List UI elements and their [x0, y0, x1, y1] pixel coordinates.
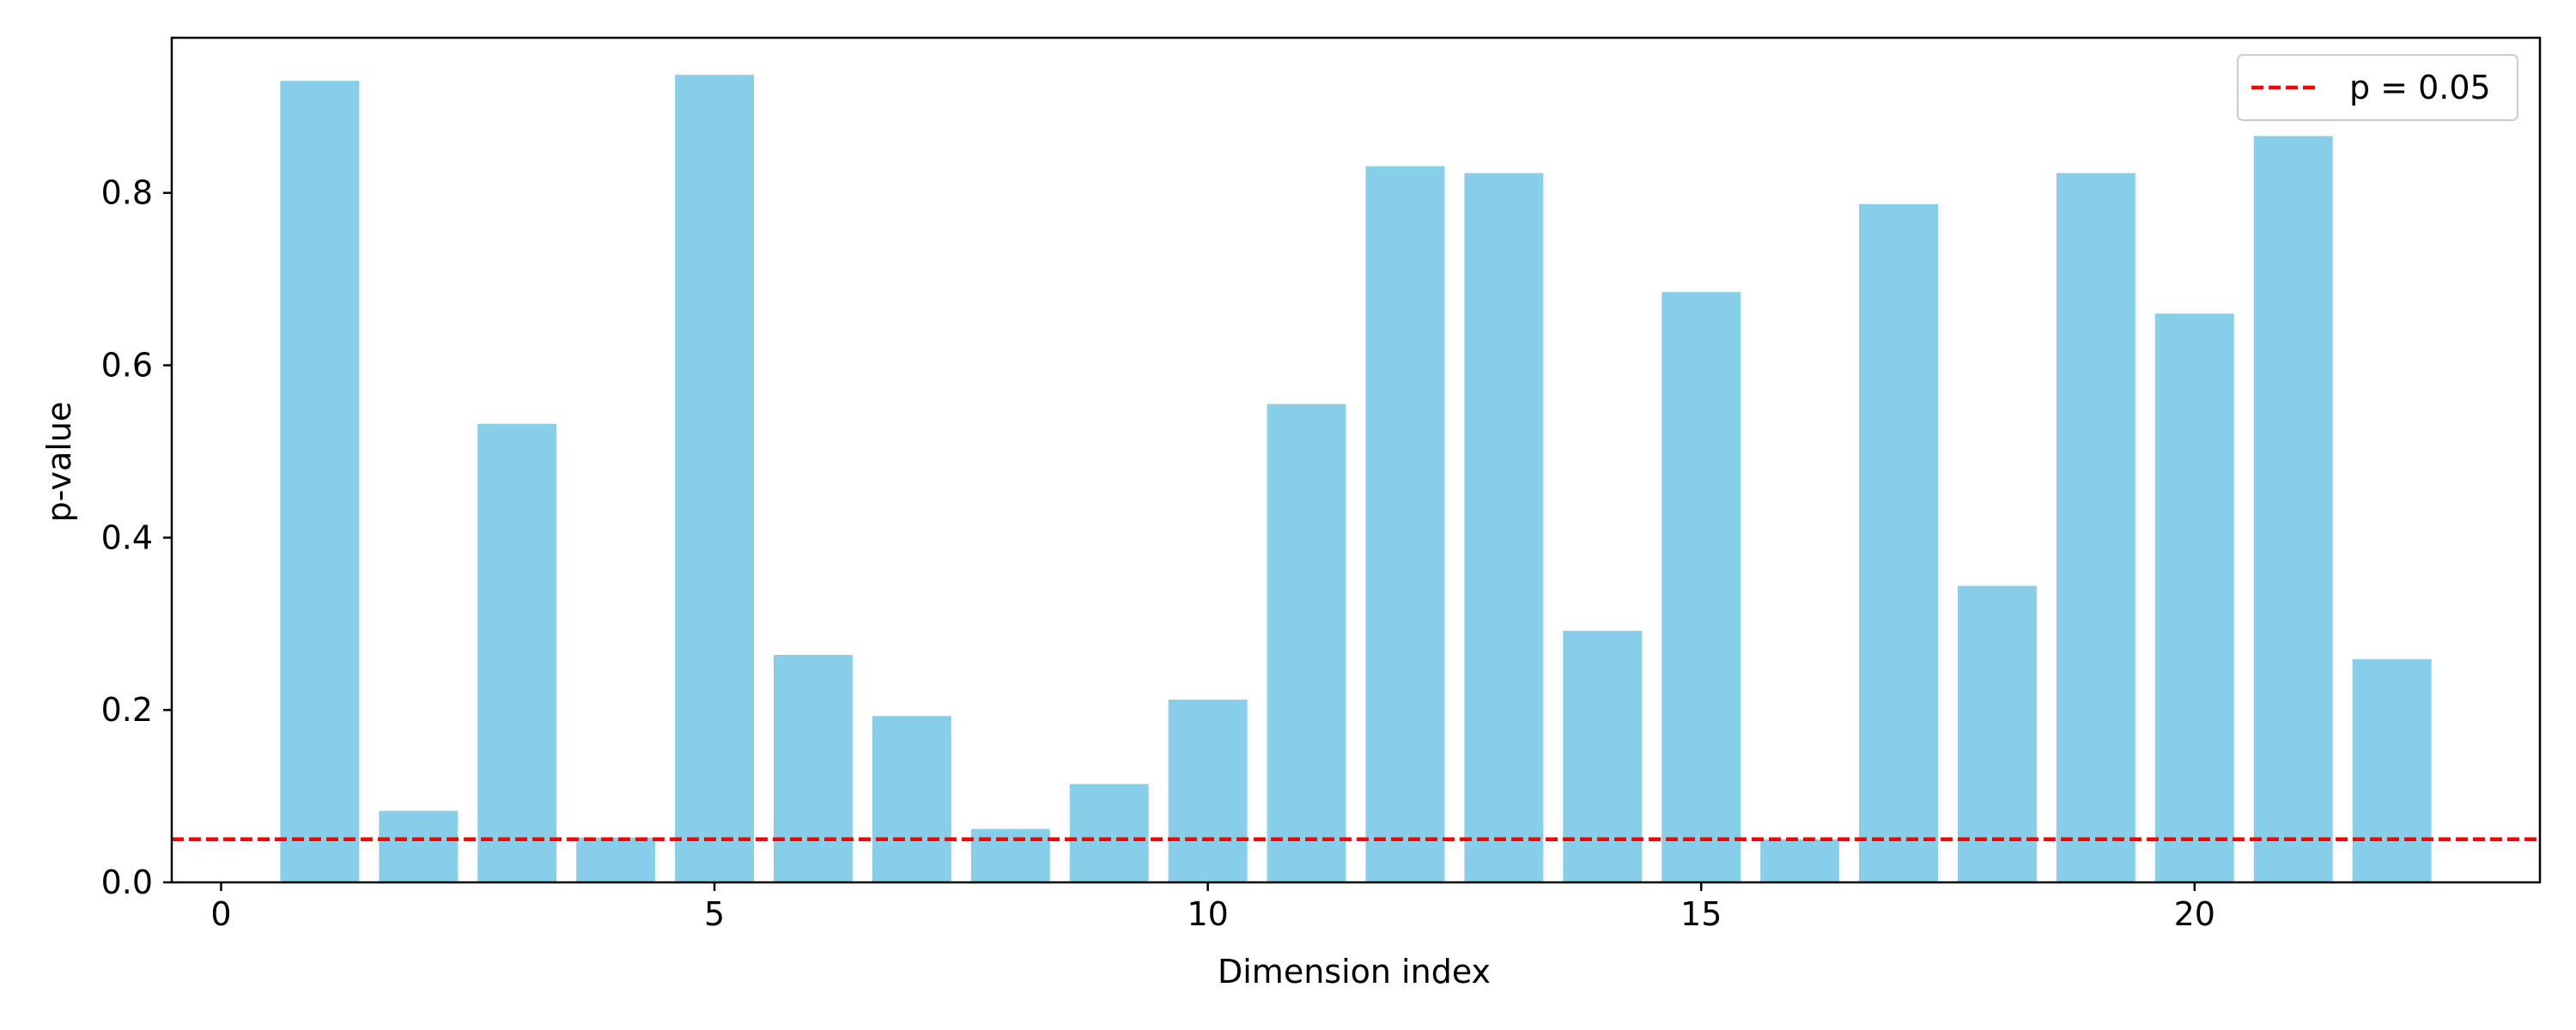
bar — [1957, 585, 2037, 882]
legend-box — [2237, 54, 2518, 121]
y-tick-label: 0.2 — [101, 691, 153, 729]
legend: p = 0.05 — [2237, 54, 2518, 121]
legend-threshold-label: p = 0.05 — [2349, 69, 2491, 106]
bar — [1464, 173, 1544, 882]
bar — [2253, 136, 2333, 883]
ticks-layer: 0 5 10 15 20 0.0 0.2 0.4 0.6 0.8 — [101, 174, 2215, 933]
bar — [872, 716, 951, 882]
bar — [1563, 630, 1643, 882]
bar — [970, 828, 1050, 882]
x-tick-label: 5 — [704, 895, 725, 933]
y-tick-label: 0.6 — [101, 347, 153, 385]
x-axis-label: Dimension index — [1218, 953, 1491, 991]
bar — [576, 837, 656, 882]
bar — [1760, 839, 1840, 882]
y-tick-label: 0.0 — [101, 863, 153, 901]
y-axis-label: p-value — [40, 402, 78, 523]
bar — [2154, 313, 2234, 882]
bar — [1069, 784, 1149, 882]
bar — [379, 810, 459, 882]
bar — [1168, 700, 1248, 882]
x-tick-label: 20 — [2174, 895, 2215, 933]
x-tick-label: 0 — [210, 895, 231, 933]
bar — [1662, 292, 1741, 882]
bar — [675, 75, 754, 883]
x-tick-label: 15 — [1680, 895, 1722, 933]
x-tick-label: 10 — [1187, 895, 1228, 933]
bar — [773, 654, 853, 882]
y-tick-label: 0.4 — [101, 518, 153, 556]
bar — [2352, 658, 2432, 882]
plot-frame — [170, 36, 2542, 884]
bar — [1267, 403, 1346, 883]
bar — [1365, 166, 1445, 883]
bar — [280, 81, 360, 882]
bars-layer — [280, 75, 2432, 883]
bar — [2056, 173, 2136, 882]
bar — [477, 423, 557, 883]
y-tick-label: 0.8 — [101, 174, 153, 212]
axes-layer — [170, 36, 2542, 884]
bar — [1859, 203, 1938, 883]
